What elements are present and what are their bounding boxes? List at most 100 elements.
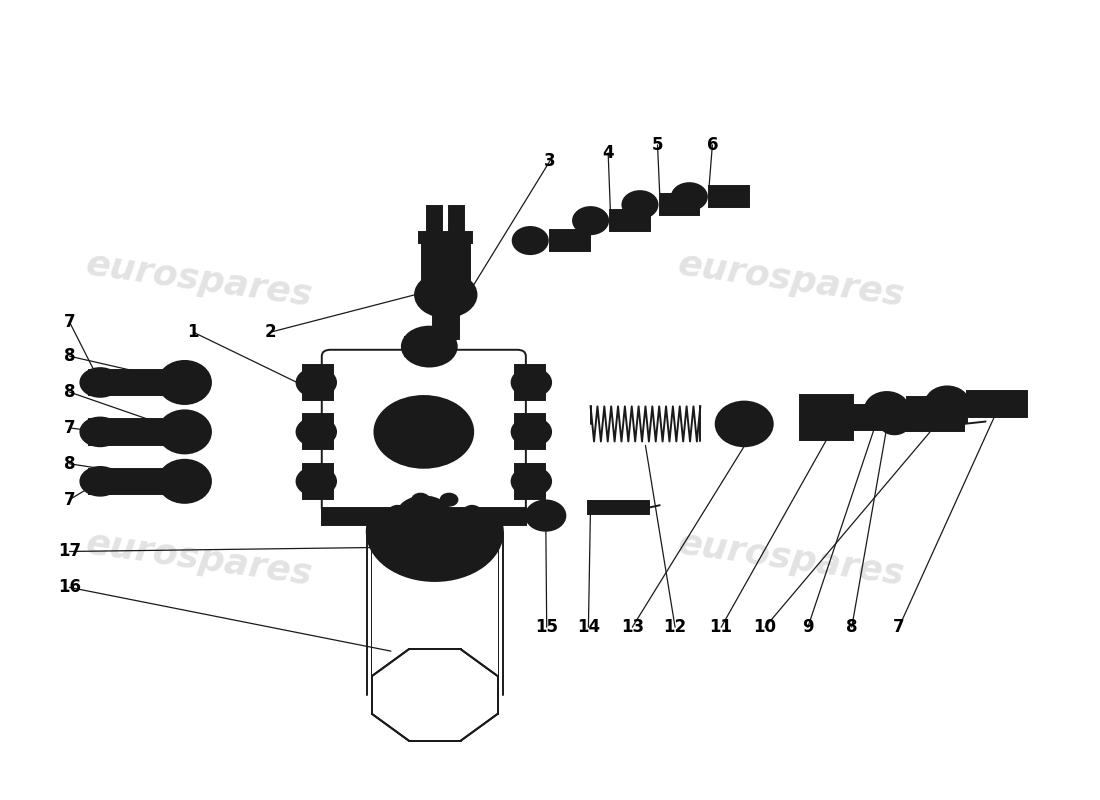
Circle shape [402, 326, 456, 366]
Circle shape [396, 497, 451, 536]
Circle shape [411, 494, 429, 506]
Bar [906, 397, 967, 422]
Bar [967, 391, 1027, 417]
Text: 5: 5 [652, 136, 663, 154]
Bar [304, 414, 332, 450]
Circle shape [463, 506, 481, 518]
Text: 7: 7 [64, 313, 75, 331]
Bar [800, 395, 852, 440]
Bar [419, 232, 472, 243]
Text: 3: 3 [544, 152, 556, 170]
Bar [304, 365, 332, 400]
Text: eurospares: eurospares [675, 248, 908, 313]
Bar [610, 210, 650, 231]
Text: 8: 8 [64, 383, 75, 401]
Circle shape [512, 467, 551, 496]
Circle shape [402, 508, 468, 555]
Circle shape [415, 273, 476, 317]
Bar [660, 194, 700, 215]
Text: 2: 2 [264, 323, 276, 342]
Circle shape [822, 403, 830, 410]
Circle shape [811, 422, 819, 429]
Circle shape [811, 406, 819, 413]
Ellipse shape [716, 402, 772, 446]
Ellipse shape [513, 227, 548, 254]
Text: 9: 9 [802, 618, 814, 636]
Circle shape [366, 482, 503, 581]
Bar [432, 294, 459, 338]
Circle shape [80, 368, 120, 397]
Circle shape [421, 522, 448, 541]
Ellipse shape [623, 191, 658, 218]
Bar [903, 417, 964, 431]
Text: 8: 8 [846, 618, 858, 636]
Circle shape [440, 494, 458, 506]
Bar [588, 502, 649, 514]
Circle shape [440, 557, 458, 570]
Bar [515, 464, 544, 499]
Ellipse shape [804, 400, 848, 435]
Bar [304, 464, 332, 499]
Bar [405, 337, 453, 356]
Text: 11: 11 [710, 618, 733, 636]
Text: 8: 8 [64, 454, 75, 473]
Text: 7: 7 [64, 419, 75, 437]
Bar [322, 508, 526, 525]
Text: 10: 10 [754, 618, 777, 636]
Ellipse shape [158, 410, 211, 454]
Text: 12: 12 [663, 618, 686, 636]
Circle shape [297, 418, 336, 446]
Ellipse shape [672, 183, 707, 210]
Text: 7: 7 [893, 618, 904, 636]
Bar [427, 206, 442, 232]
Ellipse shape [573, 207, 608, 234]
Text: 13: 13 [620, 618, 644, 636]
Circle shape [374, 396, 473, 468]
Circle shape [472, 525, 490, 538]
Bar [846, 405, 906, 430]
Bar [710, 186, 749, 207]
Circle shape [379, 525, 397, 538]
Circle shape [297, 467, 336, 496]
Circle shape [80, 418, 120, 446]
Bar [421, 243, 470, 294]
Bar [89, 469, 172, 494]
Ellipse shape [526, 501, 565, 530]
Text: 17: 17 [58, 542, 81, 561]
Text: 16: 16 [58, 578, 81, 596]
Text: 14: 14 [576, 618, 600, 636]
Circle shape [388, 506, 406, 518]
FancyBboxPatch shape [322, 350, 526, 514]
Circle shape [80, 467, 120, 496]
Bar [550, 230, 590, 251]
Circle shape [463, 545, 481, 558]
Ellipse shape [865, 392, 909, 427]
Text: 4: 4 [603, 144, 614, 162]
Bar [414, 525, 444, 531]
Circle shape [800, 398, 852, 437]
Circle shape [512, 418, 551, 446]
Text: 7: 7 [64, 490, 75, 509]
Circle shape [388, 545, 406, 558]
Text: 1: 1 [188, 323, 199, 342]
Bar [515, 365, 544, 400]
Bar [89, 419, 172, 445]
Ellipse shape [158, 460, 211, 503]
Circle shape [393, 410, 454, 454]
Text: 8: 8 [64, 347, 75, 365]
Circle shape [833, 422, 842, 429]
Circle shape [833, 406, 842, 413]
Circle shape [297, 368, 336, 397]
Circle shape [411, 557, 429, 570]
Ellipse shape [925, 386, 969, 422]
Text: 15: 15 [536, 618, 558, 636]
Text: 6: 6 [706, 136, 718, 154]
Bar [515, 414, 544, 450]
Bar [449, 206, 464, 232]
Ellipse shape [158, 361, 211, 404]
Text: eurospares: eurospares [675, 526, 908, 592]
Text: eurospares: eurospares [84, 248, 315, 313]
Text: eurospares: eurospares [84, 526, 315, 592]
Circle shape [512, 368, 551, 397]
Circle shape [822, 426, 830, 432]
